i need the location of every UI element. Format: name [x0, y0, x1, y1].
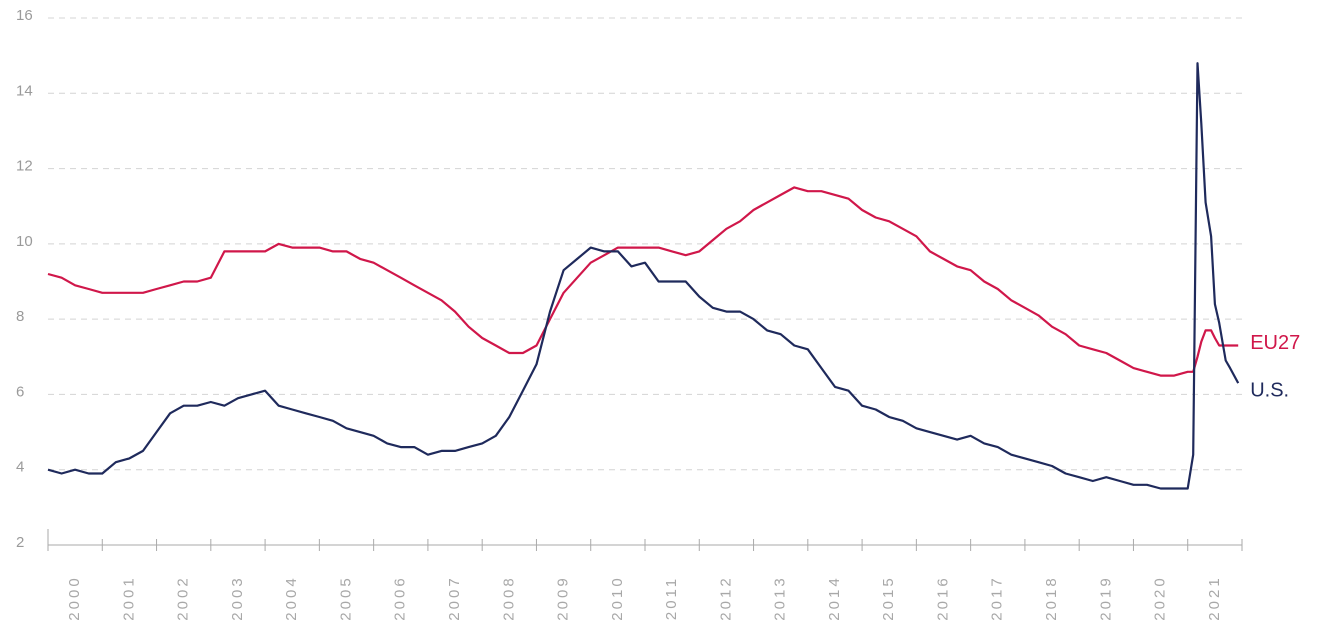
y-tick-label: 6 — [16, 383, 24, 400]
series-line — [47, 186, 1239, 377]
x-tick-label: 2015 — [880, 575, 897, 620]
x-tick-label: 2007 — [446, 575, 463, 620]
x-tick-label: 2020 — [1152, 575, 1169, 620]
series-label: EU27 — [1250, 332, 1300, 354]
y-tick-label: 2 — [16, 534, 24, 551]
x-tick-label: 2012 — [717, 575, 734, 620]
x-tick-label: 2005 — [337, 575, 354, 620]
y-tick-label: 10 — [16, 233, 33, 250]
x-tick-label: 2013 — [772, 575, 789, 620]
x-tick-label: 2019 — [1097, 575, 1114, 620]
x-tick-label: 2004 — [283, 575, 300, 620]
y-tick-label: 4 — [16, 459, 24, 476]
x-tick-label: 2018 — [1043, 575, 1060, 620]
x-tick-label: 2000 — [66, 575, 83, 620]
x-tick-label: 2011 — [663, 576, 680, 620]
x-tick-label: 2003 — [229, 575, 246, 620]
x-tick-label: 2016 — [934, 575, 951, 620]
x-tick-label: 2006 — [392, 575, 409, 620]
series-label: U.S. — [1250, 379, 1289, 401]
x-tick-label: 2008 — [500, 575, 517, 620]
series-line — [47, 62, 1240, 490]
x-tick-label: 2009 — [555, 575, 572, 620]
x-tick-label: 2014 — [826, 575, 843, 620]
y-tick-label: 12 — [16, 158, 33, 175]
x-tick-label: 2021 — [1206, 575, 1223, 620]
y-tick-label: 8 — [16, 308, 24, 325]
x-tick-label: 2002 — [175, 575, 192, 620]
y-tick-label: 16 — [16, 7, 33, 24]
x-tick-label: 2017 — [989, 575, 1006, 620]
x-tick-label: 2001 — [120, 575, 137, 620]
x-tick-label: 2010 — [609, 575, 626, 620]
y-tick-label: 14 — [16, 82, 33, 99]
